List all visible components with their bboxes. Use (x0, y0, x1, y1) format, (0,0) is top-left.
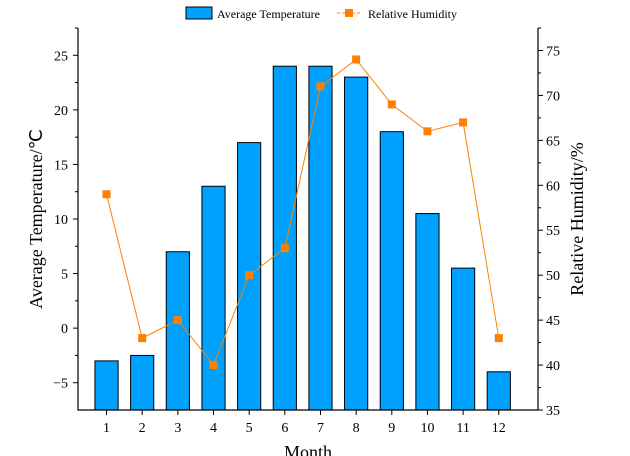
legend-label-temperature: Average Temperature (217, 7, 320, 21)
bar-10 (415, 213, 440, 411)
tick-label-x: 8 (353, 421, 360, 436)
tick-label-x: 2 (139, 421, 146, 436)
tick-label-x: 4 (210, 421, 217, 436)
tick-label-right: 65 (546, 134, 560, 149)
bar-9 (379, 131, 404, 411)
humidity-line (106, 58, 500, 367)
humidity-point-6 (280, 244, 289, 253)
bar-12 (486, 371, 511, 411)
legend-marker (345, 9, 353, 17)
humidity-point-11 (459, 118, 468, 127)
humidity-point-8 (352, 55, 361, 64)
humidity-point-1 (102, 190, 111, 199)
humidity-point-7 (316, 82, 325, 91)
humidity-point-4 (209, 361, 218, 370)
bar-2 (130, 354, 155, 411)
y-axis-left-label: Average Temperature/℃ (26, 129, 46, 309)
bar-8 (344, 76, 369, 411)
tick-label-right: 50 (546, 269, 560, 284)
tick-label-x: 9 (388, 421, 395, 436)
legend-bar-swatch (185, 6, 213, 20)
tick-label-right: 45 (546, 314, 560, 329)
humidity-point-9 (387, 100, 396, 109)
bar-6 (272, 65, 297, 411)
tick-label-left: 15 (54, 158, 68, 173)
tick-label-left: 0 (61, 322, 68, 337)
humidity-point-5 (245, 271, 254, 280)
humidity-point-2 (138, 334, 147, 343)
tick-label-right: 70 (546, 89, 560, 104)
bar-4 (201, 185, 226, 411)
tick-label-right: 75 (546, 44, 560, 59)
tick-label-left: 10 (54, 213, 68, 228)
tick-label-left: 5 (61, 268, 68, 283)
tick-label-x: 10 (420, 421, 434, 436)
x-axis-label: Month (284, 442, 332, 456)
legend-label-humidity: Relative Humidity (368, 7, 457, 21)
tick-label-left: 20 (54, 104, 68, 119)
tick-label-x: 5 (246, 421, 253, 436)
humidity-point-3 (173, 316, 182, 325)
tick-label-x: 1 (103, 421, 110, 436)
humidity-point-10 (423, 127, 432, 136)
tick-label-left: 25 (54, 49, 68, 64)
tick-label-right: 55 (546, 224, 560, 239)
tick-label-x: 3 (174, 421, 181, 436)
tick-label-left: −5 (53, 377, 68, 392)
tick-label-x: 11 (456, 421, 469, 436)
bar-1 (94, 360, 119, 411)
y-axis-right-label: Relative Humidity/% (567, 142, 587, 295)
bar-11 (451, 267, 476, 411)
tick-label-x: 12 (492, 421, 506, 436)
tick-label-right: 35 (546, 404, 560, 419)
bar-7 (308, 65, 333, 411)
tick-label-right: 40 (546, 359, 560, 374)
tick-label-x: 6 (281, 421, 288, 436)
tick-label-right: 60 (546, 179, 560, 194)
humidity-point-12 (494, 334, 503, 343)
tick-label-x: 7 (317, 421, 324, 436)
